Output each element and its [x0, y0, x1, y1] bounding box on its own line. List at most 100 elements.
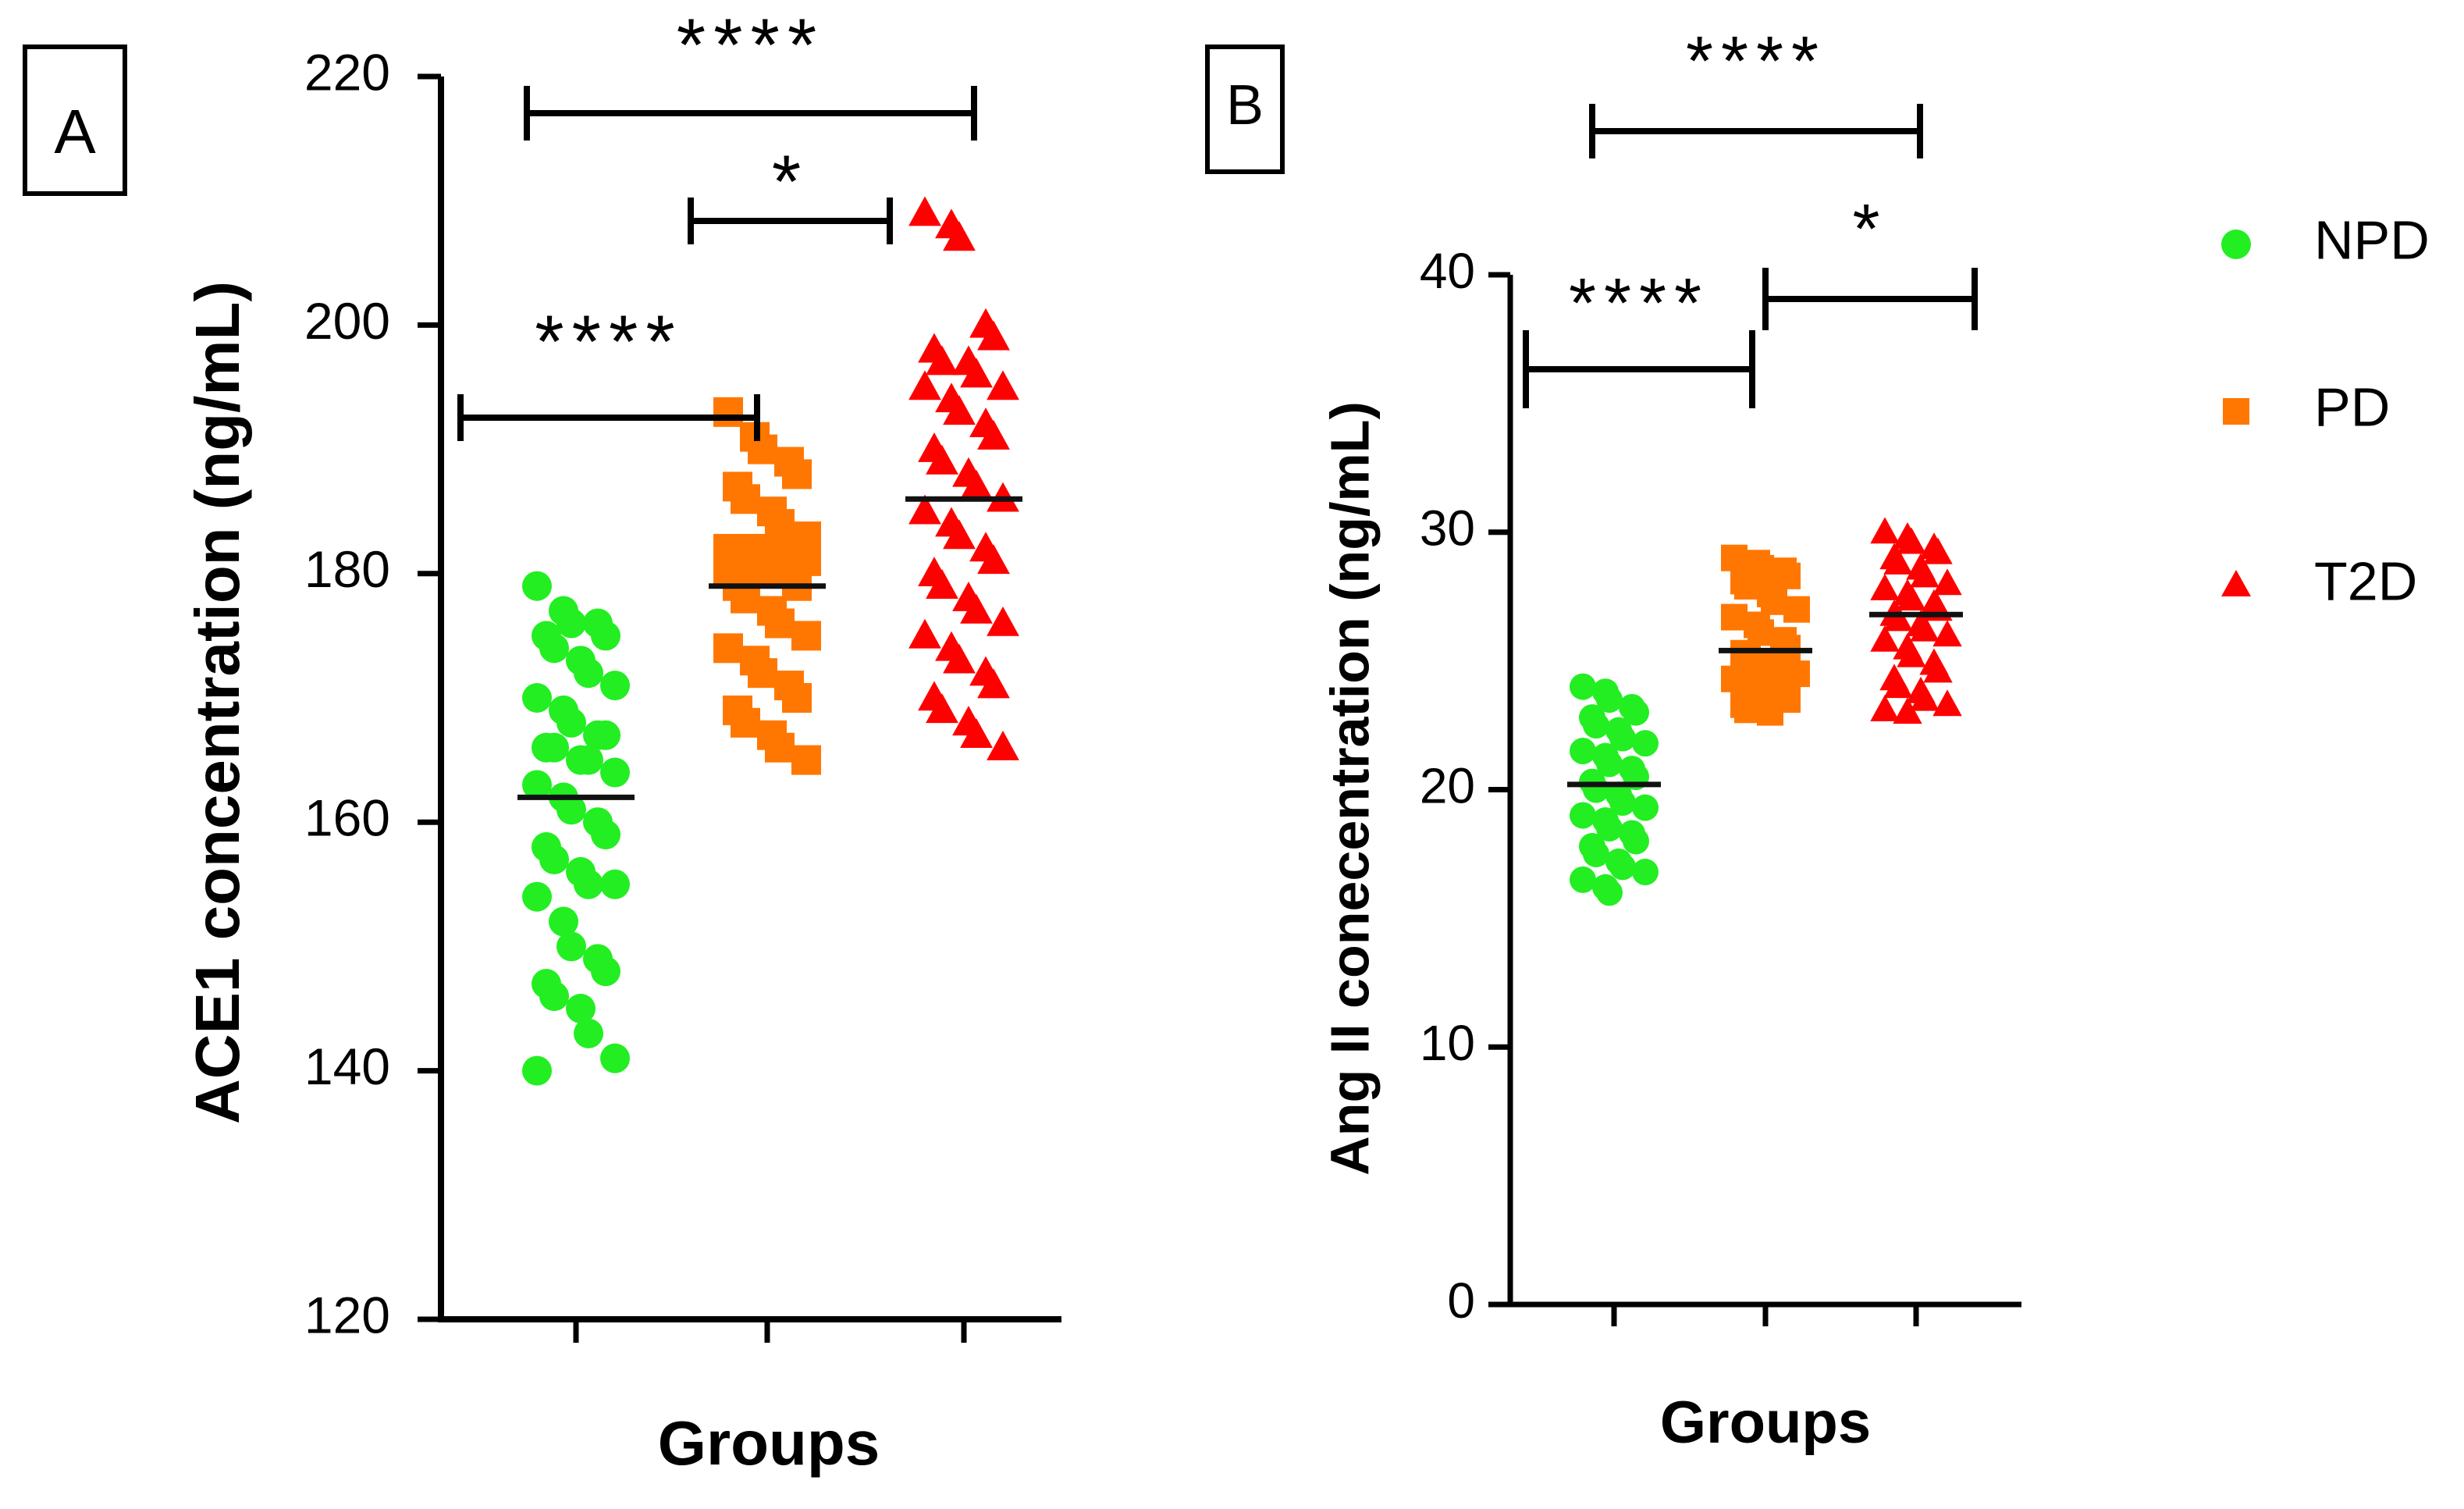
data-point: [926, 345, 958, 375]
data-point: [1570, 802, 1596, 829]
y-tick-label: 140: [304, 1037, 390, 1095]
data-point: [1632, 730, 1659, 757]
data-point: [1910, 561, 1940, 588]
y-tick-label: 0: [1447, 1272, 1475, 1329]
y-tick-label: 40: [1420, 243, 1475, 299]
data-point: [1570, 738, 1596, 765]
data-point: [748, 434, 777, 464]
data-point: [1897, 640, 1926, 667]
data-point: [591, 720, 620, 750]
data-point: [1783, 596, 1810, 623]
data-point: [1570, 673, 1596, 700]
data-point: [1897, 527, 1926, 554]
data-point: [591, 820, 620, 850]
data-point: [556, 707, 586, 738]
data-point: [1734, 696, 1761, 724]
panel-b-label: B: [1226, 74, 1264, 137]
significance-label: ****: [1686, 23, 1826, 101]
data-point: [1583, 776, 1609, 803]
data-point: [1596, 750, 1623, 778]
data-point: [943, 221, 976, 251]
data-point: [600, 1043, 630, 1073]
data-point: [1721, 665, 1748, 692]
panel-b-y-axis-label: Ang II conecentration (ng/mL): [1319, 401, 1380, 1176]
data-point: [731, 484, 760, 514]
data-point: [539, 981, 569, 1012]
data-point: [926, 444, 958, 475]
data-point: [539, 732, 569, 763]
data-point: [943, 395, 976, 425]
y-tick-label: 160: [304, 789, 390, 847]
data-point: [1897, 584, 1926, 611]
data-point: [908, 618, 941, 649]
significance-label: ****: [677, 3, 824, 87]
data-point: [1923, 656, 1953, 683]
data-point: [522, 881, 552, 912]
panel-a: A ACE1 concentration (ng/mL) Groups: [23, 44, 1061, 1478]
data-point: [556, 795, 586, 825]
data-point: [574, 745, 603, 775]
data-point: [1883, 671, 1913, 699]
data-point: [1761, 588, 1787, 615]
data-point: [987, 606, 1019, 636]
data-point: [1596, 686, 1623, 714]
data-point: [1932, 620, 1962, 647]
data-point: [1632, 794, 1659, 821]
data-point: [1932, 568, 1962, 596]
y-tick-label: 220: [304, 43, 390, 101]
legend-pd-label: PD: [2314, 376, 2390, 437]
data-point: [1932, 689, 1962, 717]
data-point: [1893, 697, 1922, 724]
data-point: [1870, 694, 1900, 721]
data-point: [791, 621, 821, 651]
panel-a-y-axis-label: ACE1 concentration (ng/mL): [183, 281, 252, 1124]
data-point: [960, 358, 993, 388]
data-point: [600, 869, 630, 899]
data-point: [1721, 603, 1748, 631]
data-point: [1583, 840, 1609, 867]
data-point: [1883, 604, 1913, 632]
data-point: [1583, 712, 1609, 739]
significance-label: ****: [1569, 265, 1709, 343]
data-point: [791, 745, 821, 775]
data-point: [574, 869, 603, 899]
panel-b: B Ang II conecentration (ng/mL) Groups: [1205, 44, 2021, 1456]
data-point: [960, 593, 993, 624]
significance-label: *: [1852, 190, 1887, 269]
y-tick-label: 10: [1420, 1015, 1475, 1071]
y-tick-label: 200: [304, 292, 390, 350]
data-point: [926, 693, 958, 724]
legend-npd-label: NPD: [2314, 209, 2430, 270]
y-tick-label: 120: [304, 1286, 390, 1344]
data-point: [908, 494, 941, 525]
data-point: [987, 370, 1019, 400]
data-point: [1632, 859, 1659, 886]
panel-b-x-axis-label: Groups: [1660, 1390, 1871, 1456]
data-point: [908, 196, 941, 226]
data-point: [943, 519, 976, 550]
data-point: [977, 320, 1010, 351]
data-point: [987, 731, 1019, 760]
data-point: [1883, 547, 1913, 575]
y-tick-label: 20: [1420, 757, 1475, 813]
data-point: [522, 683, 552, 713]
data-point: [1570, 866, 1596, 893]
data-point: [977, 420, 1010, 450]
significance-label: ****: [535, 300, 682, 383]
data-point: [765, 608, 795, 639]
data-point: [522, 1055, 552, 1086]
data-point: [713, 633, 743, 664]
data-point: [591, 621, 620, 651]
panel-a-label: A: [54, 97, 96, 166]
data-point: [1623, 827, 1649, 855]
data-point: [539, 844, 569, 874]
data-point: [1609, 724, 1636, 752]
data-point: [1596, 814, 1623, 842]
data-point: [1910, 614, 1940, 642]
y-tick-label: 180: [304, 540, 390, 598]
data-point: [782, 459, 812, 489]
